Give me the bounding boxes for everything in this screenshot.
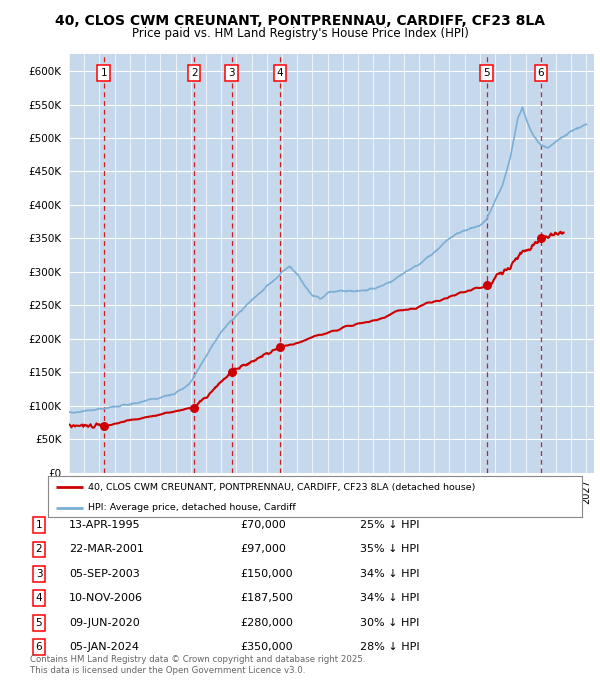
Text: HPI: Average price, detached house, Cardiff: HPI: Average price, detached house, Card… (88, 503, 296, 512)
Text: 4: 4 (277, 68, 283, 78)
Text: 40, CLOS CWM CREUNANT, PONTPRENNAU, CARDIFF, CF23 8LA (detached house): 40, CLOS CWM CREUNANT, PONTPRENNAU, CARD… (88, 483, 475, 492)
Text: Contains HM Land Registry data © Crown copyright and database right 2025.
This d: Contains HM Land Registry data © Crown c… (30, 655, 365, 675)
Text: 05-SEP-2003: 05-SEP-2003 (69, 569, 140, 579)
Text: 5: 5 (483, 68, 490, 78)
Text: 30% ↓ HPI: 30% ↓ HPI (360, 618, 419, 628)
Text: 09-JUN-2020: 09-JUN-2020 (69, 618, 140, 628)
Text: Price paid vs. HM Land Registry's House Price Index (HPI): Price paid vs. HM Land Registry's House … (131, 27, 469, 40)
Text: £97,000: £97,000 (240, 545, 286, 554)
Text: 34% ↓ HPI: 34% ↓ HPI (360, 569, 419, 579)
Text: 3: 3 (228, 68, 235, 78)
Text: 40, CLOS CWM CREUNANT, PONTPRENNAU, CARDIFF, CF23 8LA: 40, CLOS CWM CREUNANT, PONTPRENNAU, CARD… (55, 14, 545, 28)
Text: £150,000: £150,000 (240, 569, 293, 579)
Text: 10-NOV-2006: 10-NOV-2006 (69, 594, 143, 603)
Text: 28% ↓ HPI: 28% ↓ HPI (360, 643, 419, 652)
Text: 2: 2 (35, 545, 43, 554)
Text: £280,000: £280,000 (240, 618, 293, 628)
Text: 25% ↓ HPI: 25% ↓ HPI (360, 520, 419, 530)
Text: 34% ↓ HPI: 34% ↓ HPI (360, 594, 419, 603)
Text: 35% ↓ HPI: 35% ↓ HPI (360, 545, 419, 554)
Text: 5: 5 (35, 618, 43, 628)
Text: 1: 1 (35, 520, 43, 530)
Text: 3: 3 (35, 569, 43, 579)
Text: £187,500: £187,500 (240, 594, 293, 603)
Text: 4: 4 (35, 594, 43, 603)
Text: 6: 6 (538, 68, 544, 78)
Text: 1: 1 (100, 68, 107, 78)
Text: 05-JAN-2024: 05-JAN-2024 (69, 643, 139, 652)
Text: £350,000: £350,000 (240, 643, 293, 652)
Text: 13-APR-1995: 13-APR-1995 (69, 520, 140, 530)
Text: 6: 6 (35, 643, 43, 652)
Text: £70,000: £70,000 (240, 520, 286, 530)
Text: 2: 2 (191, 68, 197, 78)
Text: 22-MAR-2001: 22-MAR-2001 (69, 545, 144, 554)
